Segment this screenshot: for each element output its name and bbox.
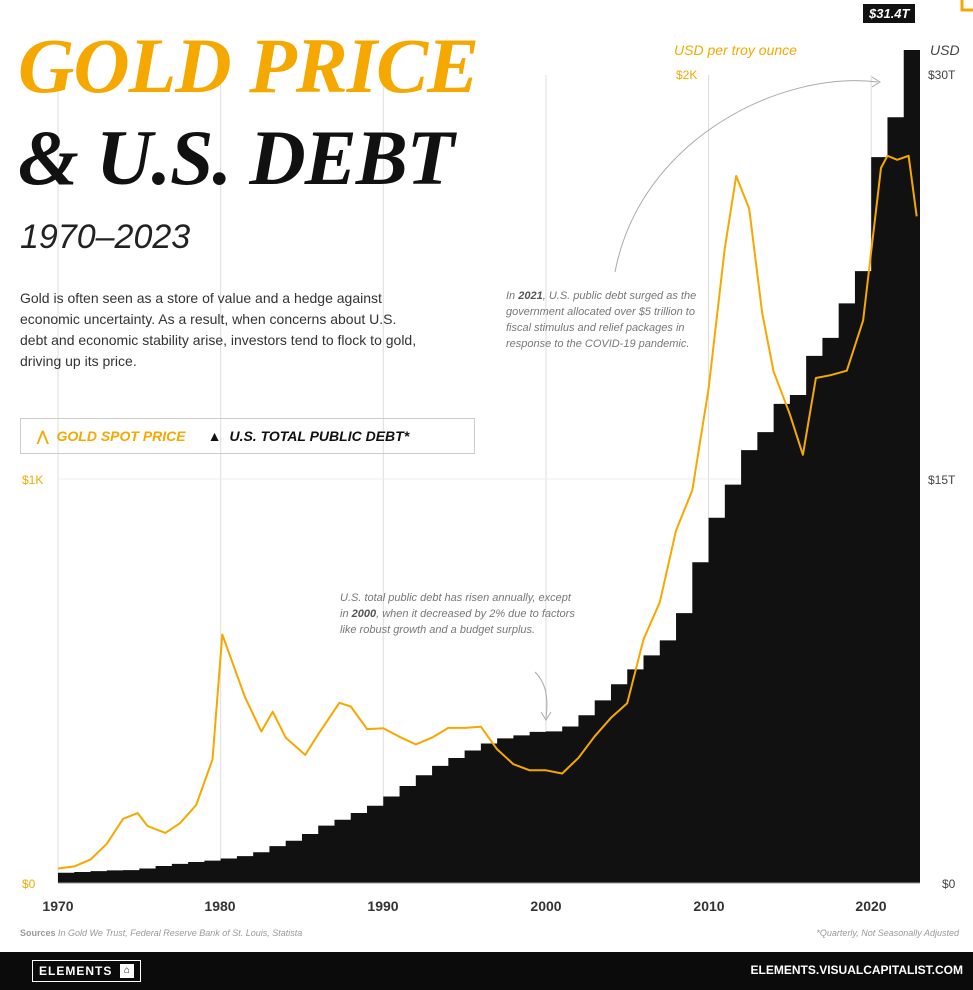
x-tick-1990: 1990: [367, 898, 399, 914]
right-tick-0: $0: [942, 877, 956, 891]
x-tick-1980: 1980: [204, 898, 236, 914]
site-link[interactable]: ELEMENTS.VISUALCAPITALIST.COM: [750, 963, 963, 977]
left-tick-0: $0: [22, 877, 36, 891]
x-tick-2020: 2020: [855, 898, 887, 914]
x-tick-2000: 2000: [530, 898, 562, 914]
left-tick-2k: $2K: [676, 68, 698, 82]
footer-bar: ELEMENTS ⌂ ELEMENTS.VISUALCAPITALIST.COM: [0, 952, 973, 990]
right-tick-15t: $15T: [928, 473, 956, 487]
debt-triangle-icon: ▲: [207, 428, 222, 444]
legend: ⋀ GOLD SPOT PRICE ▲ U.S. TOTAL PUBLIC DE…: [20, 418, 475, 454]
title-line-2: & U.S. DEBT: [18, 114, 454, 201]
annotation-2021: In 2021, U.S. public debt surged as the …: [506, 290, 697, 350]
debt-area: [58, 37, 920, 883]
sources-text: Sources In Gold We Trust, Federal Reserv…: [20, 928, 303, 938]
title-line-1: GOLD PRICE: [18, 22, 479, 109]
elements-logo[interactable]: ELEMENTS ⌂: [32, 960, 142, 982]
right-axis-unit: USD: [930, 42, 960, 58]
subtitle-years: 1970–2023: [20, 218, 191, 256]
footnote: *Quarterly, Not Seasonally Adjusted: [816, 928, 959, 938]
corner-mark: [960, 0, 973, 12]
annotation-2000: U.S. total public debt has risen annuall…: [340, 592, 575, 636]
gold-price-line: [57, 154, 918, 870]
debt-callout-badge: $31.4T: [863, 4, 916, 23]
legend-item-debt: ▲ U.S. TOTAL PUBLIC DEBT*: [208, 428, 410, 444]
x-tick-1970: 1970: [42, 898, 74, 914]
left-tick-1k: $1K: [22, 473, 44, 487]
x-tick-2010: 2010: [693, 898, 725, 914]
annotation-2000-pointer: [534, 671, 548, 719]
gold-line-icon: ⋀: [37, 427, 49, 444]
legend-gold-label: GOLD SPOT PRICE: [56, 428, 186, 444]
legend-debt-label: U.S. TOTAL PUBLIC DEBT*: [229, 428, 410, 444]
legend-item-gold: ⋀ GOLD SPOT PRICE: [37, 428, 186, 445]
annotation-2021-arrowhead: [871, 76, 881, 88]
annotation-2021-pointer: [614, 80, 879, 273]
intro-text: Gold is often seen as a store of value a…: [20, 290, 417, 369]
logo-mark-icon: ⌂: [120, 964, 135, 978]
left-axis-unit: USD per troy ounce: [674, 42, 797, 58]
right-tick-30t: $30T: [928, 68, 956, 82]
annotation-2000-arrowhead: [540, 711, 552, 721]
